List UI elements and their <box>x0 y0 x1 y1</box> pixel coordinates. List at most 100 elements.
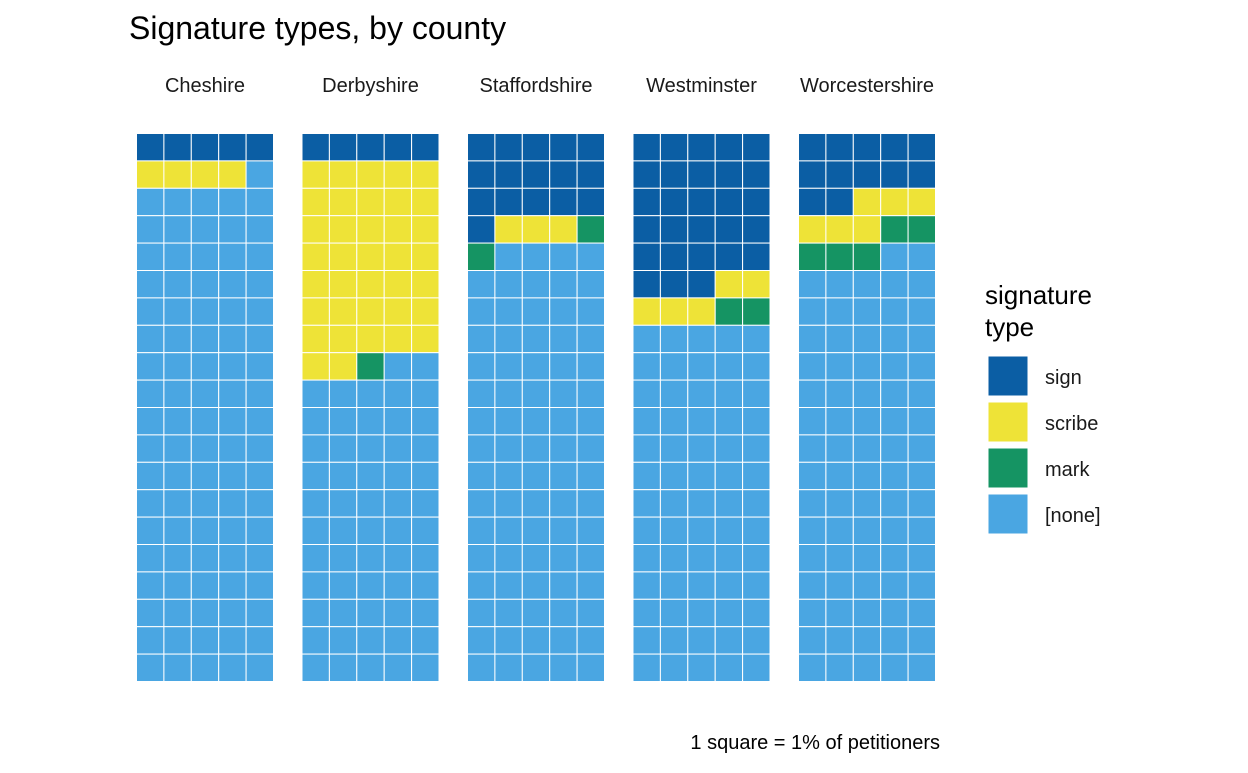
waffle-cell-none <box>163 626 192 655</box>
waffle-cell-none <box>494 270 523 299</box>
waffle-cell-none <box>576 242 605 272</box>
waffle-cell-none <box>659 544 689 573</box>
waffle-cell-none <box>190 352 220 381</box>
waffle-cell-none <box>218 270 247 299</box>
waffle-cell-none <box>880 434 909 463</box>
waffle-cell-sign <box>301 133 330 162</box>
waffle-cell-none <box>245 461 275 491</box>
waffle-cell-scribe <box>356 297 385 326</box>
waffle-cell-none <box>632 352 661 381</box>
waffle-cell-mark <box>356 352 385 381</box>
waffle-cell-mark <box>852 242 882 272</box>
waffle-cell-none <box>245 187 275 217</box>
waffle-cell-sign <box>852 133 882 162</box>
waffle-cell-none <box>328 489 358 518</box>
waffle-cell-none <box>494 242 523 272</box>
waffle-cell-none <box>190 516 220 545</box>
waffle-cell-none <box>467 270 496 299</box>
waffle-cell-none <box>163 242 192 272</box>
waffle-cell-none <box>467 407 496 436</box>
waffle-cell-scribe <box>356 187 385 217</box>
waffle-cell-none <box>742 516 771 545</box>
waffle-cell-none <box>576 434 605 463</box>
waffle-cell-none <box>163 598 192 628</box>
waffle-cell-none <box>163 324 192 354</box>
waffle-cell-none <box>880 242 909 272</box>
waffle-cell-none <box>907 571 936 600</box>
waffle-cell-scribe <box>328 270 358 299</box>
waffle-cell-none <box>301 461 330 491</box>
panel-westminster: Westminster <box>632 75 771 682</box>
waffle-cell-none <box>218 379 247 409</box>
waffle-cell-none <box>136 242 165 272</box>
waffle-cell-none <box>549 352 578 381</box>
waffle-cell-sign <box>825 160 854 189</box>
waffle-cell-none <box>852 653 882 682</box>
waffle-cell-none <box>136 187 165 217</box>
waffle-cell-none <box>632 544 661 573</box>
waffle-cell-sign <box>798 187 827 217</box>
waffle-cell-sign <box>687 133 716 162</box>
waffle-cell-scribe <box>383 242 413 272</box>
waffle-cell-none <box>521 461 551 491</box>
waffle-cell-none <box>576 571 605 600</box>
waffle-cell-mark <box>880 215 909 244</box>
waffle-cell-none <box>190 626 220 655</box>
waffle-cell-none <box>301 626 330 655</box>
waffle-cell-mark <box>798 242 827 272</box>
waffle-cell-none <box>549 297 578 326</box>
waffle-cell-none <box>136 516 165 545</box>
waffle-cell-none <box>494 516 523 545</box>
waffle-cell-scribe <box>411 215 440 244</box>
waffle-cell-none <box>245 626 275 655</box>
waffle-cell-none <box>383 626 413 655</box>
waffle-cell-none <box>907 489 936 518</box>
waffle-cell-none <box>190 544 220 573</box>
waffle-cell-scribe <box>383 215 413 244</box>
waffle-cell-none <box>798 270 827 299</box>
waffle-cell-scribe <box>798 215 827 244</box>
waffle-cell-none <box>549 407 578 436</box>
waffle-cell-none <box>798 297 827 326</box>
waffle-cell-scribe <box>383 160 413 189</box>
waffle-cell-none <box>880 270 909 299</box>
waffle-cell-none <box>687 461 716 491</box>
waffle-cell-scribe <box>328 215 358 244</box>
waffle-cell-scribe <box>852 187 882 217</box>
waffle-cell-none <box>880 352 909 381</box>
waffle-cell-none <box>907 407 936 436</box>
waffle-cell-none <box>467 598 496 628</box>
waffle-cell-none <box>245 407 275 436</box>
waffle-cell-sign <box>742 215 771 244</box>
waffle-cell-sign <box>328 133 358 162</box>
waffle-cell-none <box>659 598 689 628</box>
waffle-cell-scribe <box>301 352 330 381</box>
waffle-cell-none <box>494 352 523 381</box>
waffle-cell-none <box>825 324 854 354</box>
waffle-cell-none <box>825 516 854 545</box>
waffle-cell-none <box>136 434 165 463</box>
waffle-cell-none <box>245 352 275 381</box>
waffle-cell-none <box>907 324 936 354</box>
waffle-cell-none <box>301 379 330 409</box>
waffle-cell-none <box>632 626 661 655</box>
waffle-cell-none <box>328 461 358 491</box>
waffle-cell-none <box>494 571 523 600</box>
waffle-cell-none <box>549 242 578 272</box>
chart-caption: 1 square = 1% of petitioners <box>690 732 940 754</box>
waffle-cell-none <box>411 653 440 682</box>
waffle-cell-none <box>549 379 578 409</box>
waffle-cell-none <box>880 324 909 354</box>
panel-derbyshire: Derbyshire <box>301 75 440 682</box>
waffle-cell-none <box>245 516 275 545</box>
waffle-cell-none <box>742 352 771 381</box>
waffle-cell-sign <box>245 133 275 162</box>
waffle-cell-none <box>798 544 827 573</box>
waffle-cell-sign <box>742 133 771 162</box>
waffle-cell-none <box>852 297 882 326</box>
waffle-cell-none <box>714 653 744 682</box>
waffle-cell-none <box>852 352 882 381</box>
waffle-cell-none <box>742 571 771 600</box>
waffle-cell-none <box>383 653 413 682</box>
waffle-cell-none <box>328 544 358 573</box>
